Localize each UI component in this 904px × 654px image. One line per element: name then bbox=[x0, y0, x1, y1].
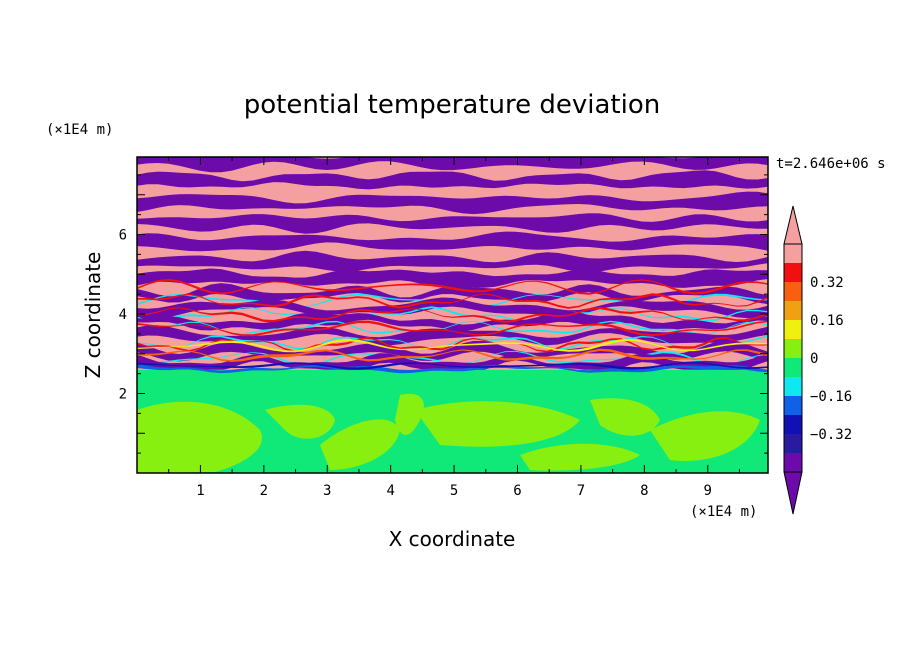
x-tick-label: 1 bbox=[196, 483, 204, 499]
field-plume-lime bbox=[590, 398, 660, 436]
x-units-label: (×1E4 m) bbox=[690, 504, 757, 520]
x-tick-label: 2 bbox=[260, 483, 268, 499]
field-band-purple bbox=[137, 231, 768, 252]
field-band-navy bbox=[137, 362, 768, 370]
field-band-cyan bbox=[137, 320, 768, 335]
field-plume-lime bbox=[265, 404, 335, 439]
colorbar-tick-label: −0.32 bbox=[810, 427, 852, 443]
colorbar-segment bbox=[784, 453, 802, 472]
colorbar-segment bbox=[784, 282, 802, 301]
colorbar-segment bbox=[784, 320, 802, 339]
y-units-label: (×1E4 m) bbox=[46, 122, 113, 138]
x-tick-label: 4 bbox=[386, 483, 394, 499]
colorbar-segment bbox=[784, 358, 802, 377]
field-band-red bbox=[137, 278, 768, 295]
field-band-cyan bbox=[137, 293, 768, 308]
field-band-purple bbox=[137, 268, 768, 288]
x-tick-label: 6 bbox=[513, 483, 521, 499]
colorbar-segment bbox=[784, 263, 802, 282]
colorbar-over-triangle bbox=[783, 205, 803, 245]
field-plume-lime bbox=[137, 436, 173, 469]
x-axis-label: X coordinate bbox=[389, 527, 516, 551]
colorbar-segment bbox=[784, 301, 802, 320]
chart-title: potential temperature deviation bbox=[244, 90, 660, 120]
x-tick-label: 5 bbox=[450, 483, 458, 499]
field-band-yellow bbox=[137, 338, 768, 353]
colorbar-segment bbox=[784, 434, 802, 453]
contour-field bbox=[137, 157, 768, 473]
time-label: t=2.646e+06 s bbox=[776, 156, 886, 172]
colorbar-segment bbox=[784, 244, 802, 263]
field-band-cyan bbox=[137, 306, 768, 322]
x-tick-label: 8 bbox=[640, 483, 648, 499]
colorbar-under-triangle bbox=[783, 471, 803, 515]
x-tick-label: 9 bbox=[704, 483, 712, 499]
field-band-purple bbox=[137, 191, 768, 215]
plot-frame bbox=[136, 156, 769, 474]
colorbar-frame bbox=[783, 243, 803, 473]
field-band-purple bbox=[137, 157, 768, 173]
colorbar-tick-label: 0 bbox=[810, 351, 818, 367]
field-band-purple bbox=[137, 325, 768, 346]
field-band-blue bbox=[137, 364, 768, 374]
field-plume-lime bbox=[320, 419, 400, 470]
colorbar-segment bbox=[784, 396, 802, 415]
x-tick-label: 7 bbox=[577, 483, 585, 499]
field-band-purple bbox=[137, 170, 768, 190]
y-axis-label: Z coordinate bbox=[81, 252, 105, 379]
field-band-purple bbox=[137, 297, 768, 320]
field-band-purple bbox=[137, 213, 768, 234]
colorbar-tick-label: 0.32 bbox=[810, 275, 844, 291]
y-tick-label: 6 bbox=[119, 228, 127, 244]
colorbar-segment bbox=[784, 339, 802, 358]
field-band-purple bbox=[137, 250, 768, 273]
field-band-purple bbox=[137, 283, 768, 305]
field-plume-lime bbox=[650, 411, 760, 461]
x-tick-label: 3 bbox=[323, 483, 331, 499]
y-tick-label: 4 bbox=[119, 307, 127, 323]
colorbar: 0.32 0.16 0 −0.16 −0.32 bbox=[783, 205, 852, 515]
y-tick-label: 2 bbox=[119, 387, 127, 403]
colorbar-tick-label: 0.16 bbox=[810, 313, 844, 329]
field-band-orange bbox=[137, 348, 768, 362]
colorbar-segment bbox=[784, 415, 802, 434]
y-axis: 2 4 6 bbox=[119, 174, 768, 454]
field-plume-lime bbox=[520, 443, 640, 471]
colorbar-segment bbox=[784, 377, 802, 396]
field-plume-lime bbox=[415, 401, 580, 447]
x-axis: 1 2 3 4 5 6 7 8 9 bbox=[168, 157, 740, 499]
colorbar-tick-label: −0.16 bbox=[810, 389, 852, 405]
field-band-purple bbox=[137, 310, 768, 332]
field-plume-lime bbox=[395, 393, 424, 435]
field-band-red bbox=[137, 320, 768, 337]
